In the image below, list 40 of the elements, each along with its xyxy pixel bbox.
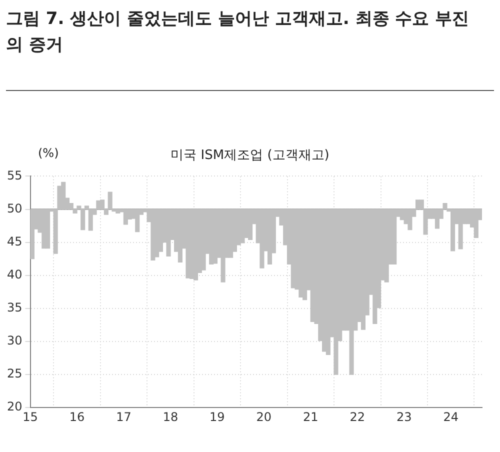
y-tick-label: 25: [6, 366, 22, 381]
y-tick-label: 55: [6, 168, 22, 182]
chart-title: 그림 7. 생산이 줄었는데도 늘어난 고객재고. 최종 수요 부진의 증거: [6, 8, 470, 57]
x-tick-label: 15: [22, 410, 38, 424]
bar: [80, 208, 86, 230]
y-tick-label: 40: [6, 267, 22, 282]
bar: [408, 208, 412, 230]
bar: [267, 208, 272, 264]
bar: [474, 208, 478, 238]
bar: [240, 208, 245, 244]
bar: [166, 208, 171, 257]
bar: [88, 208, 93, 231]
bar: [135, 208, 140, 232]
bar: [123, 208, 128, 225]
bar: [178, 208, 182, 262]
chart-subtitle: 미국 ISM제조업 (고객재고): [170, 148, 330, 163]
y-tick-label: 20: [6, 400, 22, 414]
y-tick-label: 45: [6, 234, 22, 248]
x-tick-label: 16: [69, 410, 85, 424]
x-tick-label: 18: [162, 410, 178, 424]
bar: [61, 182, 66, 210]
bar: [392, 208, 397, 264]
bar: [260, 208, 264, 268]
bar: [46, 208, 50, 249]
y-tick-label: 35: [6, 300, 22, 315]
x-tick-label: 19: [210, 410, 225, 424]
x-tick-label: 22: [350, 410, 366, 424]
y-tick-label: 50: [6, 201, 22, 216]
bar: [334, 208, 338, 375]
x-tick-label: 17: [116, 410, 132, 424]
x-tick-label: 23: [396, 410, 412, 424]
bar: [450, 208, 456, 252]
bar: [248, 208, 253, 240]
y-tick-label: 30: [6, 334, 22, 348]
bar: [458, 208, 463, 250]
x-tick-label: 21: [303, 410, 318, 424]
bar: [434, 208, 440, 229]
x-tick-label: 24: [443, 410, 458, 424]
x-tick-label: 20: [256, 410, 272, 424]
y-axis-title: (%): [38, 146, 59, 160]
